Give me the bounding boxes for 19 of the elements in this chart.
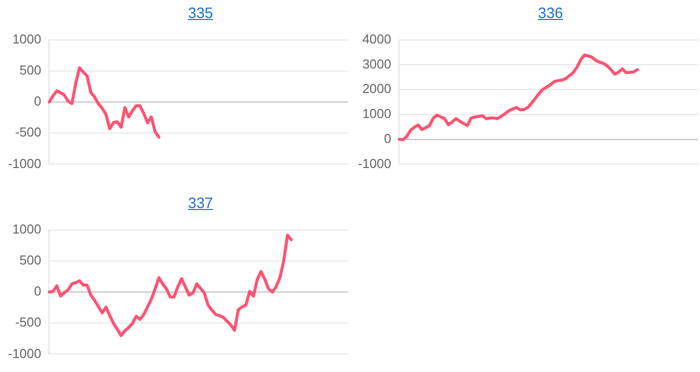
y-tick-label: -500: [15, 124, 42, 140]
y-tick-label: 1000: [12, 31, 42, 46]
y-tick-label: 1000: [12, 221, 42, 236]
y-tick-label: -1000: [358, 156, 392, 171]
y-tick-label: 0: [34, 94, 42, 109]
chart-title: 335: [186, 5, 214, 22]
y-tick-label: 0: [384, 130, 392, 146]
y-tick-label: 1000: [362, 106, 392, 122]
y-tick-label: 500: [20, 62, 42, 78]
y-tick-label: 0: [34, 284, 42, 299]
y-tick-label: -500: [15, 314, 42, 330]
y-tick-label: 500: [20, 252, 42, 268]
y-tick-label: 4000: [362, 31, 392, 46]
chart-title: 337: [186, 195, 214, 212]
y-tick-label: 3000: [362, 56, 392, 72]
y-tick-label: 2000: [362, 81, 392, 96]
chart-title: 336: [536, 5, 564, 22]
y-tick-label: -1000: [8, 346, 42, 361]
y-tick-label: -1000: [8, 156, 42, 171]
